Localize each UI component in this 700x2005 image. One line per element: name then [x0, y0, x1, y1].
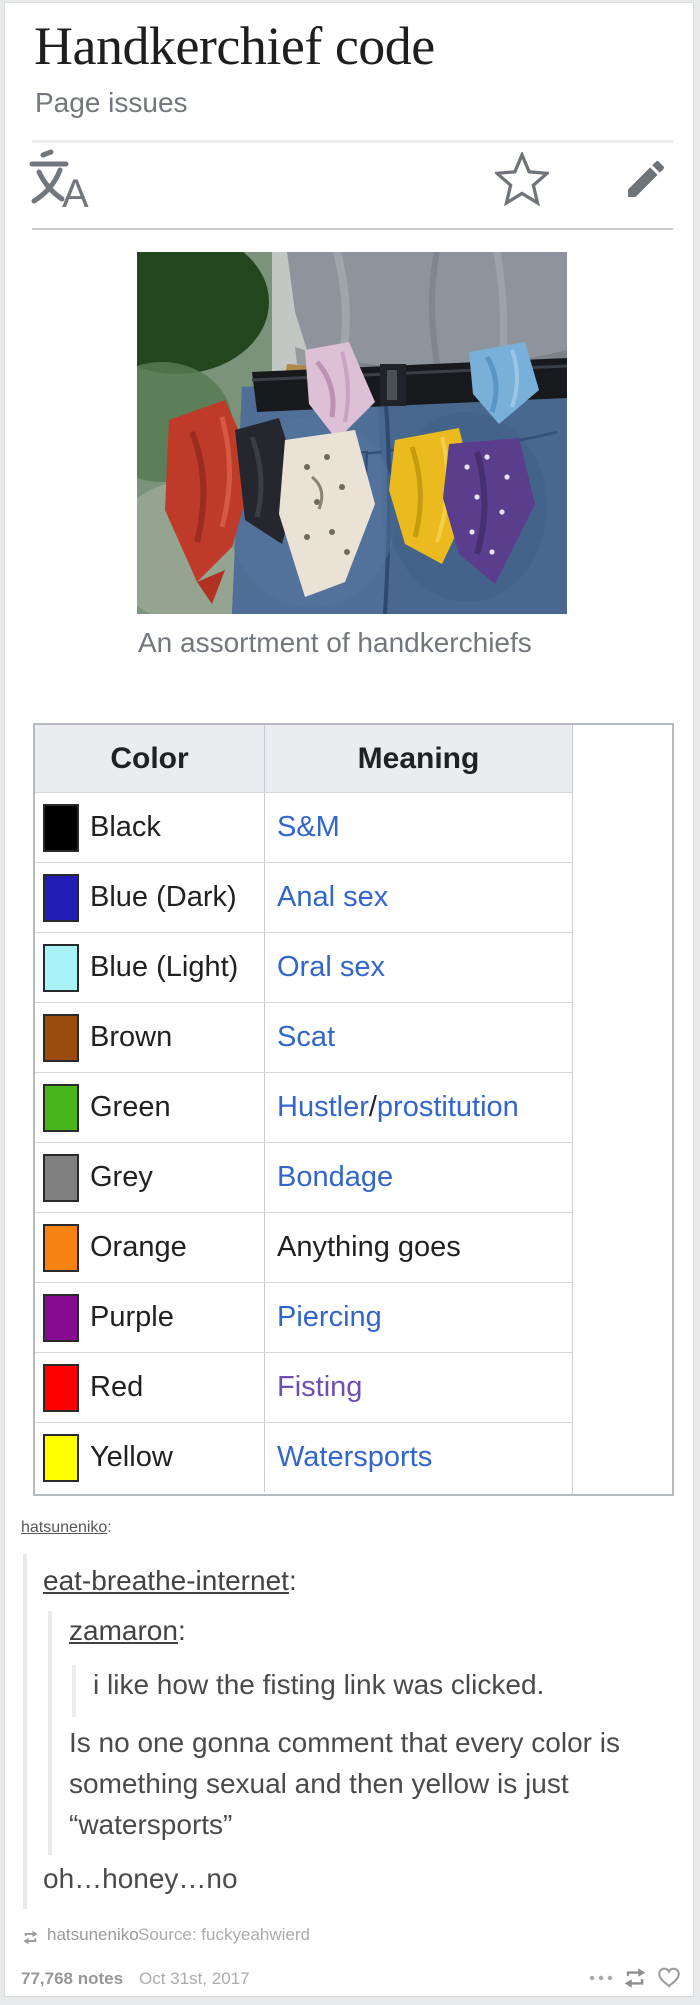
- table-row: Grey Bondage: [35, 1142, 572, 1212]
- post-card: Handkerchief code Page issues A: [4, 2, 694, 1997]
- blockquote-border: [48, 1611, 52, 1855]
- slash-separator: /: [368, 1091, 377, 1123]
- meaning-link[interactable]: Watersports: [277, 1441, 433, 1473]
- color-swatch: [43, 1013, 79, 1062]
- table-row: Purple Piercing: [35, 1282, 572, 1352]
- color-name: Red: [90, 1371, 144, 1403]
- svg-text:A: A: [62, 172, 89, 209]
- username-link[interactable]: zamaron: [69, 1615, 178, 1646]
- color-name: Green: [90, 1091, 171, 1123]
- colon: :: [107, 1519, 112, 1536]
- meaning-link[interactable]: Bondage: [277, 1161, 394, 1193]
- table-row: Green Hustler / prostitution: [35, 1072, 572, 1142]
- final-comment: oh…honey…no: [43, 1863, 238, 1894]
- blockquote-border: [72, 1665, 76, 1717]
- colon: :: [177, 1615, 186, 1646]
- heart-icon[interactable]: [656, 1964, 682, 1990]
- table-row: Blue (Light) Oral sex: [35, 932, 572, 1002]
- page-issues-link[interactable]: Page issues: [35, 87, 188, 118]
- column-header-meaning: Meaning: [265, 725, 572, 792]
- article-image[interactable]: [137, 252, 567, 614]
- notes-count[interactable]: 77,768 notes: [21, 1969, 124, 1988]
- color-name: Brown: [90, 1021, 173, 1053]
- reblog-username: eat-breathe-internet:: [43, 1565, 297, 1597]
- meaning-link-visited[interactable]: Fisting: [277, 1371, 363, 1403]
- table-row: Orange Anything goes: [35, 1212, 572, 1282]
- reblog-username: zamaron:: [69, 1615, 186, 1647]
- star-icon[interactable]: [492, 150, 552, 207]
- post-date: Oct 31st, 2017: [139, 1969, 250, 1988]
- table-row: Yellow Watersports: [35, 1422, 572, 1492]
- divider: [32, 228, 673, 230]
- color-name: Blue (Dark): [90, 881, 237, 913]
- meaning-link[interactable]: S&M: [277, 811, 340, 843]
- colon: :: [288, 1565, 297, 1596]
- color-swatch: [43, 1363, 79, 1412]
- article-title: Handkerchief code: [34, 16, 435, 76]
- meaning-link[interactable]: Hustler: [277, 1091, 369, 1123]
- color-swatch: [43, 1223, 79, 1272]
- hanky-code-table: Color Meaning Black S&M Blue (Dark) Anal…: [33, 723, 674, 1496]
- table-body: Color Meaning Black S&M Blue (Dark) Anal…: [35, 725, 573, 1494]
- color-swatch: [43, 1153, 79, 1202]
- color-name: Purple: [90, 1301, 174, 1333]
- table-row: Blue (Dark) Anal sex: [35, 862, 572, 932]
- table-row: Black S&M: [35, 792, 572, 862]
- meaning-link[interactable]: Piercing: [277, 1301, 382, 1333]
- reblog-icon[interactable]: [622, 1965, 648, 1991]
- table-row: Red Fisting: [35, 1352, 572, 1422]
- table-header-row: Color Meaning: [35, 725, 572, 792]
- color-name: Grey: [90, 1161, 153, 1193]
- color-name: Yellow: [90, 1441, 173, 1473]
- meaning-text: Anything goes: [277, 1231, 461, 1263]
- meaning-link[interactable]: Scat: [277, 1021, 336, 1053]
- image-caption: An assortment of handkerchiefs: [138, 627, 532, 658]
- edit-pencil-icon[interactable]: [622, 155, 670, 203]
- meaning-link[interactable]: Anal sex: [277, 881, 389, 913]
- source-label[interactable]: Source: fuckyeahwierd: [138, 1925, 310, 1944]
- color-swatch: [43, 1433, 79, 1482]
- column-header-color: Color: [35, 725, 265, 792]
- color-swatch: [43, 1083, 79, 1132]
- reply-comment: Is no one gonna comment that every color…: [69, 1727, 620, 1840]
- blockquote-border: [23, 1554, 27, 1909]
- table-row: Brown Scat: [35, 1002, 572, 1072]
- via-user-link[interactable]: hatsuneniko: [47, 1925, 139, 1944]
- color-name: Blue (Light): [90, 951, 239, 983]
- reblog-icon: [21, 1928, 40, 1947]
- color-swatch: [43, 873, 79, 922]
- color-swatch: [43, 803, 79, 852]
- quoted-comment: i like how the fisting link was clicked.: [93, 1669, 545, 1700]
- language-icon[interactable]: A: [29, 149, 95, 216]
- meaning-link[interactable]: prostitution: [376, 1091, 519, 1123]
- color-name: Black: [90, 811, 161, 843]
- username-link[interactable]: hatsuneniko: [21, 1519, 108, 1536]
- reblog-trail-root: hatsuneniko:: [21, 1519, 112, 1537]
- meaning-link[interactable]: Oral sex: [277, 951, 385, 983]
- color-swatch: [43, 1293, 79, 1342]
- color-swatch: [43, 943, 79, 992]
- username-link[interactable]: eat-breathe-internet: [43, 1565, 289, 1596]
- color-name: Orange: [90, 1231, 187, 1263]
- divider: [32, 140, 673, 143]
- more-options-icon[interactable]: [588, 1971, 614, 1983]
